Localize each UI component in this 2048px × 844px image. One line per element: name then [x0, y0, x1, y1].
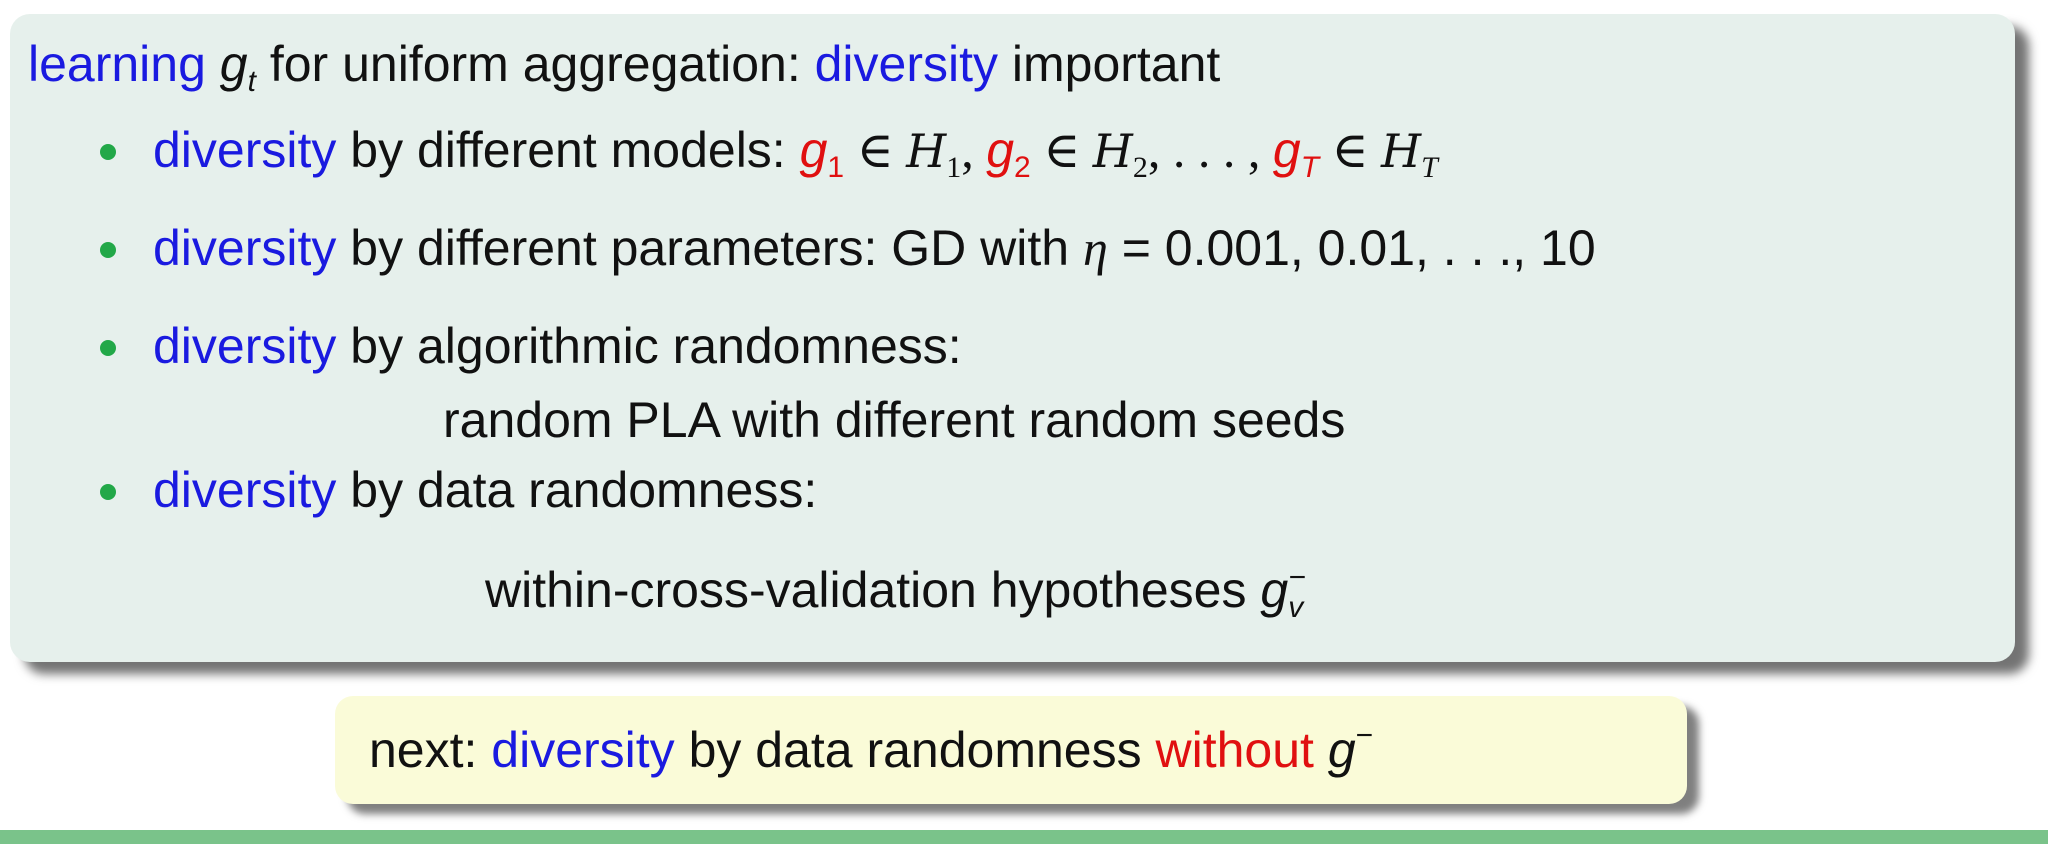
bullet-dot-1 — [100, 144, 116, 160]
heading-g: g — [219, 36, 248, 92]
bullet-2-diversity: diversity — [153, 220, 337, 276]
heading-line: learning gt for uniform aggregation: div… — [28, 34, 1221, 97]
next-label: next: — [369, 722, 492, 778]
next-g-symbol: g — [1327, 722, 1356, 778]
h2-symbol: H — [1092, 124, 1133, 178]
bullet-1-diversity: diversity — [153, 122, 337, 178]
comma-1: , — [961, 122, 987, 178]
bullet-dot-4 — [100, 484, 116, 500]
g-v-scripts: − v — [1288, 563, 1310, 623]
eta-symbol: η — [1082, 220, 1108, 276]
bullet-dot-3 — [100, 340, 116, 356]
bullet-3-diversity: diversity — [153, 318, 337, 374]
h1-subscript: 1 — [946, 151, 962, 184]
hT-subscript: T — [1421, 151, 1438, 184]
hT-symbol: H — [1381, 124, 1422, 178]
bullet-line-models: diversity by different models: g1 ∈ H1, … — [153, 120, 1438, 184]
bullet-4-detail-text: within-cross-validation hypotheses — [485, 562, 1261, 618]
next-callout-text: next: diversity by data randomness witho… — [369, 720, 1373, 780]
bullet-1-text: by different models: — [336, 122, 800, 178]
bullet-4-detail: within-cross-validation hypotheses g − v — [485, 560, 1310, 623]
bullet-line-algorithmic: diversity by algorithmic randomness: — [153, 316, 962, 376]
bullet-3-text: by algorithmic randomness: — [336, 318, 962, 374]
heading-text: for uniform aggregation: — [255, 36, 815, 92]
bullet-line-data: diversity by data randomness: — [153, 460, 817, 520]
g1-subscript: 1 — [827, 151, 845, 184]
heading-diversity: diversity — [814, 36, 998, 92]
next-callout-box: next: diversity by data randomness witho… — [335, 696, 1687, 804]
gT-symbol: g — [1272, 122, 1301, 178]
next-diversity: diversity — [491, 722, 675, 778]
eta-values: = 0.001, 0.01, . . ., 10 — [1107, 220, 1596, 276]
bullet-3-detail: random PLA with different random seeds — [443, 392, 1346, 448]
main-content-box: learning gt for uniform aggregation: div… — [10, 14, 2015, 662]
h1-symbol: H — [906, 124, 947, 178]
next-without: without — [1155, 722, 1314, 778]
g-v-minus-symbol: g — [1260, 562, 1289, 618]
heading-learning: learning — [28, 36, 220, 92]
bullet-4-diversity: diversity — [153, 462, 337, 518]
bullet-4-text: by data randomness: — [336, 462, 818, 518]
ellipsis-comma: , . . . , — [1147, 122, 1273, 178]
next-g-superscript: − — [1355, 719, 1374, 752]
g2-symbol: g — [986, 122, 1015, 178]
bullet-line-parameters: diversity by different parameters: GD wi… — [153, 218, 1596, 278]
g-v-superscript: − — [1288, 561, 1306, 594]
h2-subscript: 2 — [1132, 151, 1148, 184]
gT-subscript: T — [1300, 151, 1320, 184]
g-v-subscript: v — [1288, 591, 1304, 624]
heading-g-subscript: t — [247, 65, 256, 98]
bullet-dot-2 — [100, 242, 116, 258]
next-text: by data randomness — [674, 722, 1156, 778]
element-of-1: ∈ — [844, 122, 907, 178]
heading-important: important — [997, 36, 1221, 92]
bottom-progress-bar — [0, 830, 2048, 844]
element-of-2: ∈ — [1030, 122, 1093, 178]
bullet-2-text: by different parameters: GD with — [336, 220, 1083, 276]
g2-subscript: 2 — [1014, 151, 1031, 184]
element-of-3: ∈ — [1319, 122, 1382, 178]
g1-symbol: g — [799, 122, 828, 178]
